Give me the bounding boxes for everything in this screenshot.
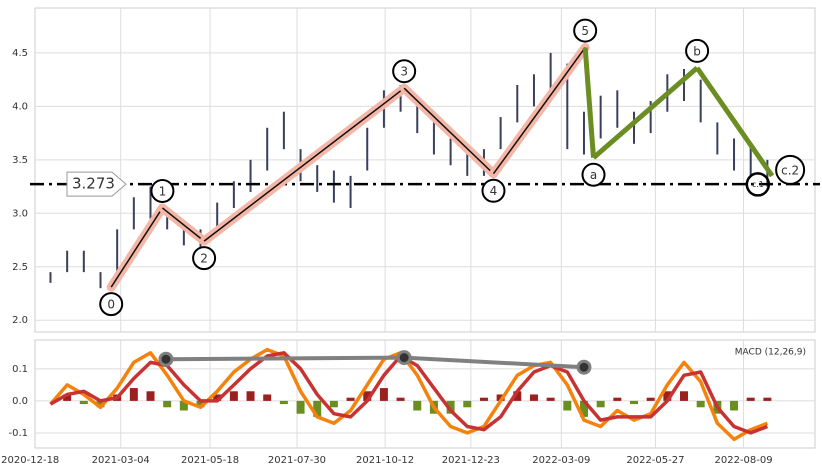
histogram-bar [346, 397, 355, 401]
wave-label-circle [481, 178, 506, 203]
x-tick-label: 2021-07-30 [268, 455, 326, 466]
wave-label: c.2 [781, 163, 799, 177]
histogram-bar [646, 397, 655, 401]
wave-line [110, 207, 164, 288]
wave-label: 4 [490, 184, 498, 198]
x-tick-label: 2022-03-09 [532, 455, 590, 466]
wave-label: 0 [107, 298, 115, 312]
histogram-bar [79, 400, 88, 405]
wave-line [161, 207, 205, 242]
y-tick-label: 2.5 [12, 262, 28, 273]
x-tick-label: 2021-03-04 [92, 455, 150, 466]
annotation: c.1 [752, 180, 764, 189]
histogram-bar [463, 400, 472, 408]
wave-label: 3 [400, 65, 408, 79]
histogram-bar [746, 397, 755, 401]
wave-label: a [590, 168, 597, 182]
macd-title: MACD (12,26,9) [735, 348, 806, 358]
wave-line [203, 87, 405, 242]
x-tick-label: 2021-05-18 [181, 455, 239, 466]
y-tick-label: 3.0 [12, 208, 28, 219]
y-tick-label: 2.0 [12, 315, 28, 326]
x-tick-label: 2022-08-09 [714, 455, 772, 466]
histogram-bar [146, 391, 155, 401]
divergence-point [576, 359, 592, 375]
histogram-bar [763, 397, 772, 401]
level-callout [66, 171, 127, 197]
y-tick-label: 0.0 [12, 396, 28, 407]
histogram-bar [563, 400, 572, 411]
histogram-bar [379, 388, 388, 401]
histogram-bar [279, 400, 288, 405]
y-tick-label: 4.0 [12, 101, 28, 112]
y-tick-label: 0.1 [12, 364, 28, 375]
histogram-bar [196, 400, 205, 408]
histogram-bar [129, 388, 138, 401]
wave-label-circle [775, 154, 806, 185]
histogram-bar [213, 394, 222, 401]
histogram-bar [163, 400, 172, 408]
y-tick-label: 4.5 [12, 48, 28, 59]
wave-label-circle [99, 292, 124, 317]
divergence-point [158, 351, 174, 367]
wave-label-circle [573, 18, 598, 43]
histogram-bar [629, 400, 638, 405]
x-tick-label: 2021-10-12 [356, 455, 414, 466]
histogram-bar [529, 394, 538, 401]
wave-label-circle [581, 162, 606, 187]
wave-label: 1 [159, 184, 167, 198]
wave-label: b [693, 44, 701, 58]
histogram-bar [579, 400, 588, 417]
histogram-bar [596, 400, 605, 408]
histogram-bar [446, 400, 455, 414]
histogram-bar [96, 400, 105, 408]
histogram-bar [479, 397, 488, 401]
macd-line [49, 347, 769, 442]
wave-line [582, 47, 596, 158]
level-label: 3.273 [72, 175, 115, 193]
annotation-circle [745, 172, 771, 197]
divergence-point [396, 350, 412, 366]
histogram-bar [263, 394, 272, 401]
x-tick-label: 2022-05-27 [626, 455, 684, 466]
y-tick-label: -0.1 [8, 428, 28, 439]
y-tick-label: 3.5 [12, 155, 28, 166]
histogram-bar [696, 400, 705, 408]
wave-label-circle [685, 38, 710, 63]
x-tick-label: 2020-12-18 [1, 455, 59, 466]
histogram-bar [246, 391, 255, 401]
x-tick-label: 2021-12-23 [442, 455, 500, 466]
histogram-bar [63, 394, 72, 401]
histogram-bar [179, 400, 188, 411]
wave-line [403, 87, 494, 175]
histogram-bar [413, 400, 422, 411]
histogram-bar [329, 400, 338, 408]
wave-label-circle [150, 178, 175, 203]
histogram-bar [363, 391, 372, 401]
wave-line [695, 66, 775, 178]
price-panel [34, 7, 816, 333]
wave-line [492, 47, 586, 175]
histogram-bar [663, 391, 672, 401]
histogram-bar [513, 391, 522, 401]
wave-line [591, 65, 699, 160]
histogram-bar [546, 397, 555, 401]
wave-label-circle [392, 59, 417, 84]
histogram-bar [680, 391, 689, 401]
wave-label: 2 [200, 252, 208, 266]
histogram-bar [313, 400, 322, 417]
histogram-bar [396, 397, 405, 401]
wave-label-circle [192, 246, 217, 271]
histogram-bar [613, 397, 622, 401]
wave-label: 5 [581, 24, 589, 38]
histogram-bar [296, 400, 305, 414]
histogram-bar [229, 391, 238, 401]
histogram-bar [730, 400, 739, 411]
